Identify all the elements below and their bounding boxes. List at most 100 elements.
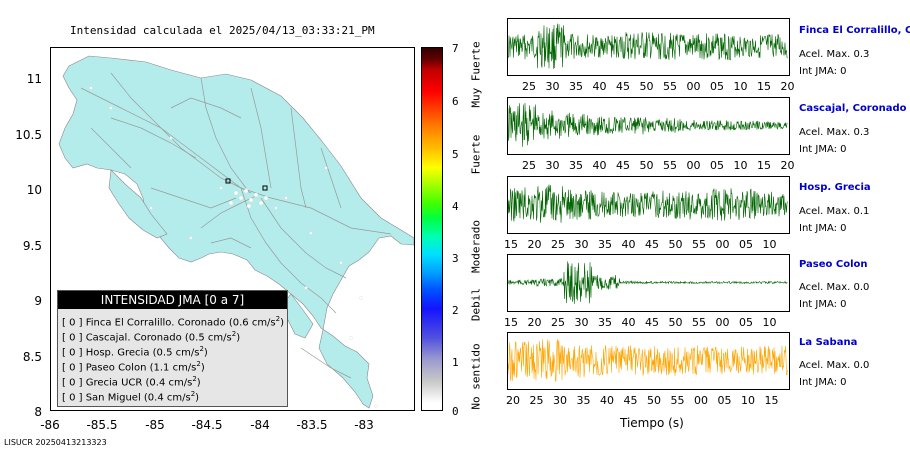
waveform-time-tick: 30	[545, 159, 560, 172]
waveform-line	[508, 23, 788, 69]
map-y-tick: 8	[34, 405, 42, 419]
waveform-time-tick: 40	[621, 316, 636, 329]
station-acel: Acel. Max. 0.3	[799, 127, 870, 138]
city-points	[89, 86, 378, 408]
station-name: La Sabana	[799, 337, 858, 348]
map-y-tick: 10	[26, 183, 42, 197]
station-int: Int JMA: 0	[799, 299, 847, 310]
waveform-time-tick: 15	[757, 159, 771, 172]
legend-item: [ 0 ] Grecia UCR (0.4 cm/s2)	[62, 375, 201, 389]
waveform-time-tick: 15	[764, 394, 779, 407]
waveform-time-tick: 45	[616, 159, 630, 172]
colorbar-label: No sentido	[469, 343, 483, 410]
intensity-legend: INTENSIDAD JMA [0 a 7] [ 0 ] Finca El Co…	[57, 290, 288, 407]
waveform-time-tick: 50	[639, 159, 654, 172]
map-title: Intensidad calculada el 2025/04/13_03:33…	[70, 24, 375, 37]
waveform-time-tick: 20	[527, 316, 542, 329]
intensity-colorbar	[421, 47, 443, 411]
waveform-trace	[507, 254, 790, 312]
map-x-tick: -84.5	[191, 418, 223, 432]
station-acel: Acel. Max. 0.1	[799, 206, 870, 217]
colorbar-tick: 4	[452, 200, 459, 213]
map-x-tick: -85.5	[86, 418, 118, 432]
waveform-time-tick: 15	[757, 80, 771, 93]
waveform-trace	[507, 18, 790, 76]
waveform-time-tick: 55	[692, 238, 706, 251]
station-marker	[225, 178, 231, 184]
waveform-time-tick: 05	[710, 159, 724, 172]
waveform-time-tick: 35	[569, 159, 583, 172]
waveform-time-tick: 25	[529, 394, 544, 407]
time-axis-label: Tiempo (s)	[620, 416, 684, 430]
waveform-time-tick: 05	[739, 238, 753, 251]
map-x-tick: -83.5	[296, 418, 328, 432]
station-acel: Acel. Max. 0.0	[799, 360, 870, 371]
waveform-time-tick: 20	[780, 80, 795, 93]
map-y-tick: 9	[34, 294, 42, 308]
waveform-time-tick: 50	[668, 238, 683, 251]
waveform-time-tick: 30	[574, 316, 589, 329]
waveform-time-tick: 05	[717, 394, 732, 407]
station-int: Int JMA: 0	[799, 377, 847, 388]
station-name: Cascajal, Coronado	[799, 103, 907, 114]
waveform-time-tick: 00	[686, 159, 701, 172]
waveform-time-tick: 45	[645, 316, 659, 329]
station-int: Int JMA: 0	[799, 66, 847, 77]
waveform-time-tick: 00	[715, 238, 730, 251]
colorbar-tick: 5	[452, 148, 459, 161]
waveform-time-tick: 20	[780, 159, 795, 172]
waveform-time-tick: 55	[663, 159, 677, 172]
map-y-tick: 11	[26, 72, 42, 86]
costa-rica-land	[58, 55, 414, 409]
waveform-time-tick: 50	[639, 80, 654, 93]
waveform-time-tick: 20	[506, 394, 520, 407]
station-name: Hosp. Grecia	[799, 182, 871, 193]
station-marker	[262, 185, 268, 191]
colorbar-tick: 2	[452, 304, 459, 317]
waveform-line	[508, 339, 788, 382]
waveform-time-tick: 10	[733, 80, 748, 93]
map-x-tick: -84	[250, 418, 270, 432]
colorbar-tick: 0	[452, 405, 459, 418]
station-acel: Acel. Max. 0.0	[799, 282, 870, 293]
waveform-time-tick: 40	[621, 238, 636, 251]
waveform-time-tick: 45	[616, 80, 630, 93]
waveform-time-tick: 00	[715, 316, 730, 329]
waveform-time-tick: 30	[553, 394, 567, 407]
waveform-time-tick: 55	[663, 80, 677, 93]
waveform-time-tick: 05	[710, 80, 724, 93]
station-acel: Acel. Max. 0.3	[799, 49, 870, 60]
waveform-time-tick: 10	[762, 316, 777, 329]
map-x-tick: -83	[354, 418, 374, 432]
waveform-time-tick: 40	[600, 394, 614, 407]
waveform-trace	[507, 176, 790, 234]
waveform-time-tick: 35	[598, 316, 612, 329]
event-id: LISUCR 20250413213323	[4, 438, 107, 447]
waveform-time-tick: 25	[522, 159, 536, 172]
waveform-line	[508, 184, 788, 223]
legend-item: [ 0 ] San Miguel (0.4 cm/s2)	[62, 390, 200, 404]
waveform-trace	[507, 97, 790, 155]
legend-item: [ 0 ] Paseo Colon (1.1 cm/s2)	[62, 360, 205, 374]
waveform-time-tick: 00	[694, 394, 708, 407]
station-name: Finca El Corralillo, Coro	[799, 25, 910, 36]
waveform-time-tick: 50	[668, 316, 683, 329]
waveform-time-tick: 45	[623, 394, 638, 407]
waveform-time-tick: 35	[576, 394, 591, 407]
station-name: Paseo Colon	[799, 259, 868, 270]
waveform-line	[508, 261, 788, 304]
colorbar-tick: 3	[452, 252, 459, 265]
waveform-time-tick: 35	[569, 80, 583, 93]
legend-item: [ 0 ] Finca El Corralillo. Coronado (0.6…	[62, 315, 285, 329]
colorbar-label: Fuerte	[469, 134, 483, 175]
waveform-time-tick: 35	[598, 238, 612, 251]
colorbar-label: Debil	[469, 287, 483, 322]
station-int: Int JMA: 0	[799, 144, 847, 155]
waveform-time-tick: 15	[504, 316, 518, 329]
waveform-time-tick: 05	[739, 316, 753, 329]
legend-item: [ 0 ] Cascajal. Coronado (0.5 cm/s2)	[62, 330, 241, 344]
station-int: Int JMA: 0	[799, 223, 847, 234]
waveform-time-tick: 25	[551, 238, 565, 251]
colorbar-label: Muy Fuerte	[469, 41, 483, 108]
colorbar-label: Moderado	[469, 220, 483, 273]
